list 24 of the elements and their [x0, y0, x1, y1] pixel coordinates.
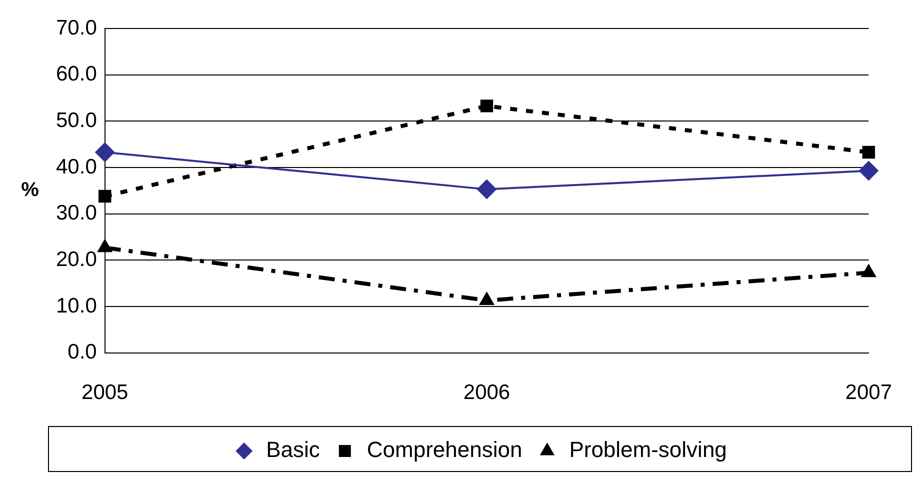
point — [858, 160, 879, 181]
x-tick-label: 2007 — [845, 381, 892, 404]
y-tick-label: 50.0 — [56, 109, 97, 132]
point — [478, 291, 495, 305]
point — [480, 100, 494, 112]
x-tick-label: 2006 — [463, 381, 510, 404]
y-tick-label: 30.0 — [56, 202, 97, 225]
point — [98, 190, 112, 203]
y-tick-label: 40.0 — [56, 155, 97, 178]
point — [476, 179, 497, 200]
y-tick-label: 10.0 — [56, 294, 97, 318]
point — [97, 238, 113, 252]
legend-label: Basic — [266, 437, 320, 462]
point — [862, 146, 876, 159]
point — [94, 142, 115, 162]
legend-label: Comprehension — [366, 437, 522, 462]
y-tick-label: 20.0 — [56, 248, 97, 271]
y-tick-label: 0.0 — [68, 340, 97, 364]
point — [860, 264, 876, 278]
y-axis-title: % — [21, 179, 40, 202]
legend-label: Problem-solving — [569, 437, 727, 462]
y-tick-label: 60.0 — [56, 62, 97, 86]
x-tick-label: 2005 — [82, 381, 128, 404]
y-tick-label: 70.0 — [56, 16, 97, 40]
